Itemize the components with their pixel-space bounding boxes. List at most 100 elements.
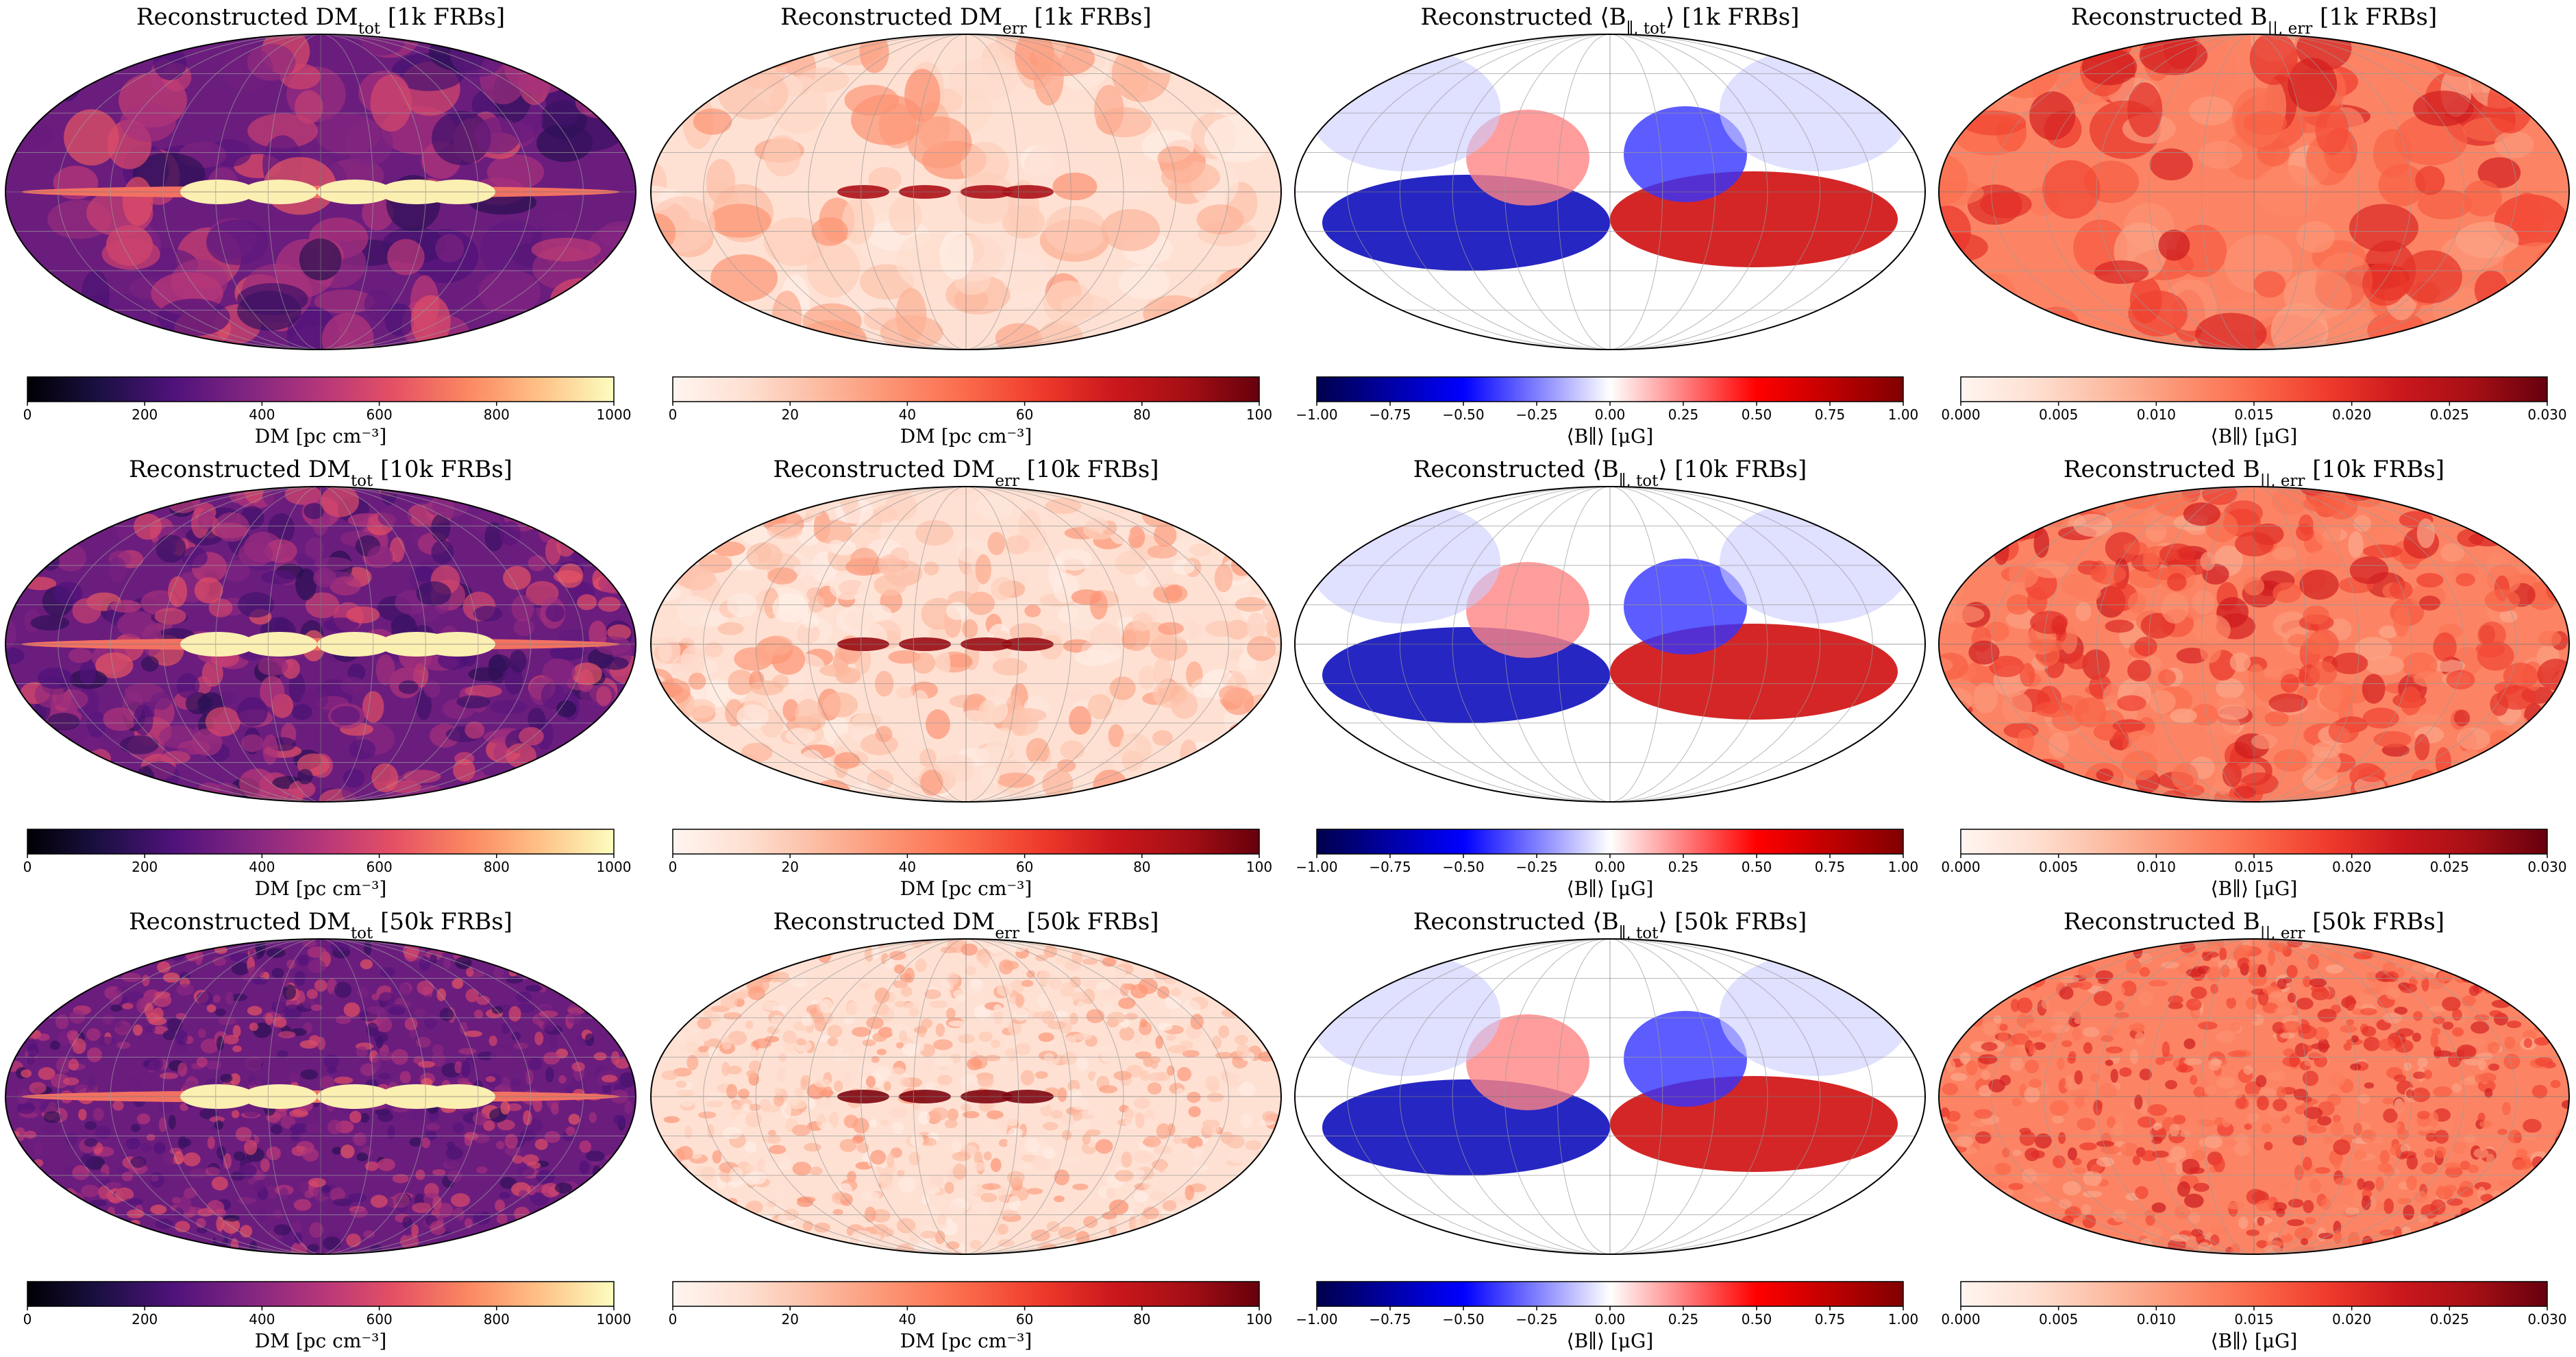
colorbar [1316,1281,1904,1307]
panel-title: Reconstructed ⟨B∥, tot⟩ [1k FRBs] [1421,3,1800,38]
colorbar-tick-label: 0.020 [2332,406,2371,423]
sky-map [5,34,636,350]
colorbar-tick-label: 0.010 [2137,1311,2176,1328]
panel-title: Reconstructed DMerr [1k FRBs] [780,3,1152,38]
panel-b-err-50k: Reconstructed B||, err [50k FRBs] 0.000 0.… [1938,908,2570,1352]
colorbar-tick-label: 0.025 [2430,406,2469,423]
colorbar-tick-label: 0.015 [2234,859,2273,875]
colorbar-tick-label: 100 [1246,859,1272,875]
panel-title: Reconstructed DMtot [10k FRBs] [129,456,512,490]
colorbar-tick-label: 1000 [597,406,632,423]
colorbar-tick-label: 0 [23,406,32,423]
colorbar-tick-label: 0.030 [2527,406,2566,423]
panel-b-err-1k: Reconstructed B||, err [1k FRBs] 0.000 0.0… [1938,3,2570,448]
colorbar [1960,376,2548,402]
colorbar-tick-label: 0.50 [1742,859,1772,875]
colorbar-tick-label: 0.000 [1941,859,1980,875]
colorbar [1316,376,1904,402]
panel-title: Reconstructed B||, err [50k FRBs] [2064,908,2444,942]
colorbar-tick-label: 1000 [597,1311,632,1328]
colorbar-tick-label: 0.030 [2527,859,2566,875]
panel-title: Reconstructed B||, err [10k FRBs] [2064,456,2444,490]
panel-title: Reconstructed ⟨B∥, tot⟩ [10k FRBs] [1413,456,1807,490]
panel-title: Reconstructed B||, err [1k FRBs] [2071,3,2438,38]
sky-map [1939,487,2569,802]
colorbar-label: DM [pc cm⁻³] [255,1330,387,1352]
colorbar-tick-label: 0.25 [1668,859,1699,875]
colorbar-tick-label: 0.00 [1595,1311,1626,1328]
colorbar [27,829,615,855]
colorbar [672,376,1260,402]
sky-map [651,34,1281,350]
colorbar-tick-label: 0.015 [2234,1311,2273,1328]
colorbar-tick-label: −0.75 [1369,1311,1411,1328]
map-outline [650,486,1282,803]
colorbar-tick-label: 1000 [597,859,632,875]
colorbar [672,829,1260,855]
map-outline [1938,34,2570,350]
colorbar-label: DM [pc cm⁻³] [900,425,1032,448]
colorbar-tick-label: 1.00 [1888,406,1919,423]
graticule [1295,487,1925,802]
colorbar-tick-label: 60 [1016,859,1033,875]
map-outline [650,34,1282,350]
colorbar-tick-label: 0 [669,859,678,875]
colorbar-tick-label: 200 [132,859,158,875]
colorbar-tick-label: 0.010 [2137,859,2176,875]
map-outline [1294,486,1926,803]
colorbar-tick-label: 0.015 [2234,406,2273,423]
colorbar [1316,829,1904,855]
map-outline [5,938,636,1255]
colorbar-tick-label: 1.00 [1888,859,1919,875]
colorbar-tick-label: 800 [484,406,510,423]
colorbar-label: ⟨B∥⟩ [μG] [2211,877,2298,900]
panel-b-err-10k: Reconstructed B||, err [10k FRBs] 0.000 0.… [1938,456,2570,900]
colorbar-tick-label: −0.25 [1515,1311,1557,1328]
colorbar-tick-label: 80 [1133,859,1150,875]
colorbar-tick-label: −0.75 [1369,406,1411,423]
colorbar-tick-label: 0.00 [1595,406,1626,423]
sky-map [1295,939,1925,1254]
colorbar-tick-label: 40 [899,1311,916,1328]
panel-title: Reconstructed DMtot [50k FRBs] [129,908,512,942]
panel-dm-err-10k: Reconstructed DMerr [10k FRBs] 0 20 40 60 80 1… [650,456,1282,900]
colorbar [1960,829,2548,855]
panel-dm-err-50k: Reconstructed DMerr [50k FRBs] 0 20 40 60 80 1… [650,908,1282,1352]
colorbar-label: DM [pc cm⁻³] [900,1330,1032,1352]
colorbar-tick-label: 100 [1246,1311,1272,1328]
map-outline [5,34,636,350]
colorbar-tick-label: 0.020 [2332,859,2371,875]
colorbar-tick-label: 0.50 [1742,1311,1772,1328]
colorbar-tick-label: 0.75 [1815,1311,1846,1328]
colorbar-tick-label: 600 [367,406,393,423]
colorbar-tick-label: 0.010 [2137,406,2176,423]
map-outline [650,938,1282,1255]
colorbar-tick-label: 20 [781,406,798,423]
colorbar-tick-label: 40 [899,859,916,875]
colorbar-tick-label: 60 [1016,1311,1033,1328]
colorbar-label: DM [pc cm⁻³] [255,425,387,448]
colorbar-tick-label: −0.50 [1442,859,1484,875]
colorbar-tick-label: 400 [249,1311,275,1328]
map-outline [1938,938,2570,1255]
colorbar-tick-label: 0.005 [2039,859,2078,875]
panel-dm-tot-10k: Reconstructed DMtot [10k FRBs] 0 200 400 600… [5,456,636,900]
sky-map [1295,487,1925,802]
colorbar-tick-label: 0.025 [2430,859,2469,875]
sky-map [1939,34,2569,350]
colorbar-tick-label: 0.00 [1595,859,1626,875]
colorbar-tick-label: 800 [484,1311,510,1328]
colorbar-tick-label: 0.025 [2430,1311,2469,1328]
colorbar-tick-label: 0 [23,1311,32,1328]
panel-dm-tot-1k: Reconstructed DMtot [1k FRBs] 0 200 400 600 8… [5,3,636,448]
colorbar-tick-label: 0.000 [1941,406,1980,423]
colorbar-tick-label: 1.00 [1888,1311,1919,1328]
colorbar-tick-label: −0.75 [1369,859,1411,875]
colorbar-tick-label: 0.25 [1668,406,1699,423]
colorbar-tick-label: 80 [1133,406,1150,423]
colorbar [27,1281,615,1307]
graticule [5,939,636,1254]
colorbar-tick-label: 0 [669,1311,678,1328]
colorbar-label: ⟨B∥⟩ [μG] [2211,1330,2298,1352]
